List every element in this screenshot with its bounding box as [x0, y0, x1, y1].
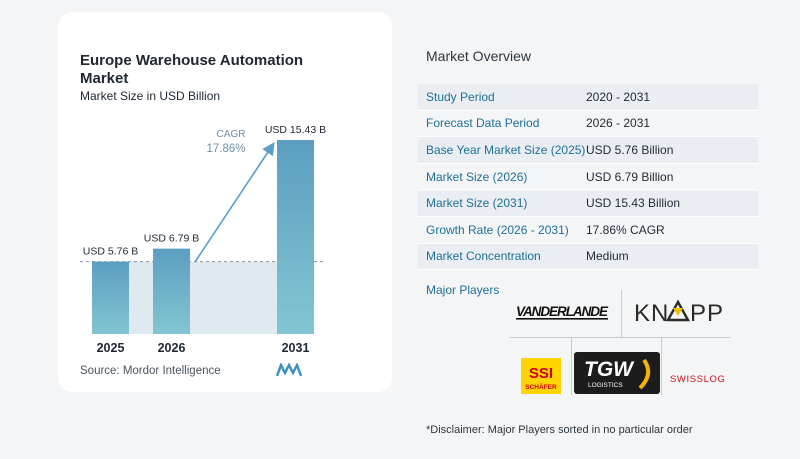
- table-row: Study Period 2020 - 2031: [418, 84, 758, 111]
- x-tick-label-2025: 2025: [97, 341, 125, 355]
- disclaimer-text: *Disclaimer: Major Players sorted in no …: [426, 424, 693, 436]
- logo-divider: [571, 337, 572, 395]
- table-row: Market Concentration Medium: [418, 243, 758, 271]
- svg-text:KN: KN: [634, 300, 669, 327]
- ssi-schaefer-logo: SSI SCHÄFER: [521, 358, 561, 394]
- bar-2025: [92, 261, 129, 334]
- table-row: Base Year Market Size (2025) USD 5.76 Bi…: [418, 137, 758, 164]
- table-row: Market Size (2026) USD 6.79 Billion: [418, 163, 758, 191]
- overview-title: Market Overview: [426, 48, 532, 64]
- svg-text:TGW: TGW: [584, 358, 635, 381]
- tgw-logo: TGW LOGISTICS: [574, 352, 660, 394]
- bar-chart: USD 5.76 B 2025 USD 6.79 B 2026 USD 15.43 B 2…: [80, 124, 326, 355]
- row-key: Growth Rate (2026 - 2031): [426, 222, 569, 237]
- table-row: Forecast Data Period 2026 - 2031: [418, 110, 758, 138]
- row-key: Forecast Data Period: [426, 116, 540, 131]
- cagr-label: CAGR: [217, 129, 246, 140]
- major-players-title: Major Players: [426, 283, 500, 297]
- cagr-arrow: [194, 142, 275, 263]
- bar-2031: [277, 140, 314, 334]
- row-key: Base Year Market Size (2025): [426, 142, 586, 157]
- knapp-logo: KN PP: [634, 299, 724, 327]
- row-value: USD 5.76 Billion: [586, 142, 674, 157]
- row-value: 2026 - 2031: [586, 116, 651, 131]
- row-key: Market Size (2031): [426, 196, 528, 211]
- row-value: 2020 - 2031: [586, 89, 651, 104]
- cagr-value: 17.86%: [206, 143, 245, 155]
- bar-2026: [153, 248, 190, 334]
- x-tick-label-2026: 2026: [158, 341, 186, 355]
- x-tick-label-2031: 2031: [282, 341, 310, 355]
- chart-title: Europe Warehouse Automation Market: [80, 52, 304, 87]
- svg-text:SSI: SSI: [529, 365, 553, 382]
- svg-text:VANDERLANDE: VANDERLANDE: [516, 304, 609, 319]
- overview-table: Study Period 2020 - 2031 Forecast Data P…: [418, 84, 758, 271]
- svg-text:SCHÄFER: SCHÄFER: [525, 383, 557, 391]
- vanderlande-logo: VANDERLANDE: [516, 304, 609, 320]
- data-label-2025: USD 5.76 B: [83, 246, 138, 258]
- row-value: USD 6.79 Billion: [586, 169, 674, 184]
- chart-subtitle: Market Size in USD Billion: [80, 89, 221, 103]
- logo-divider: [661, 337, 662, 395]
- row-key: Market Size (2026): [426, 169, 528, 184]
- table-row: Market Size (2031) USD 15.43 Billion: [418, 190, 758, 217]
- svg-text:LOGISTICS: LOGISTICS: [588, 382, 623, 389]
- row-value: Medium: [586, 249, 629, 264]
- svg-text:PP: PP: [690, 300, 724, 327]
- svg-text:SWISSLOG: SWISSLOG: [670, 374, 725, 385]
- data-label-2026: USD 6.79 B: [144, 233, 199, 245]
- row-key: Study Period: [426, 89, 495, 104]
- mordor-logo-icon: [276, 363, 302, 377]
- swisslog-logo: SWISSLOG: [670, 374, 725, 385]
- row-key: Market Concentration: [426, 249, 541, 264]
- logo-divider: [621, 290, 622, 338]
- logo-divider: [510, 337, 730, 338]
- table-row: Growth Rate (2026 - 2031) 17.86% CAGR: [418, 216, 758, 244]
- row-value: USD 15.43 Billion: [586, 196, 681, 211]
- data-label-2031: USD 15.43 B: [265, 124, 326, 136]
- row-value: 17.86% CAGR: [586, 222, 665, 237]
- source-text: Source: Mordor Intelligence: [80, 365, 221, 377]
